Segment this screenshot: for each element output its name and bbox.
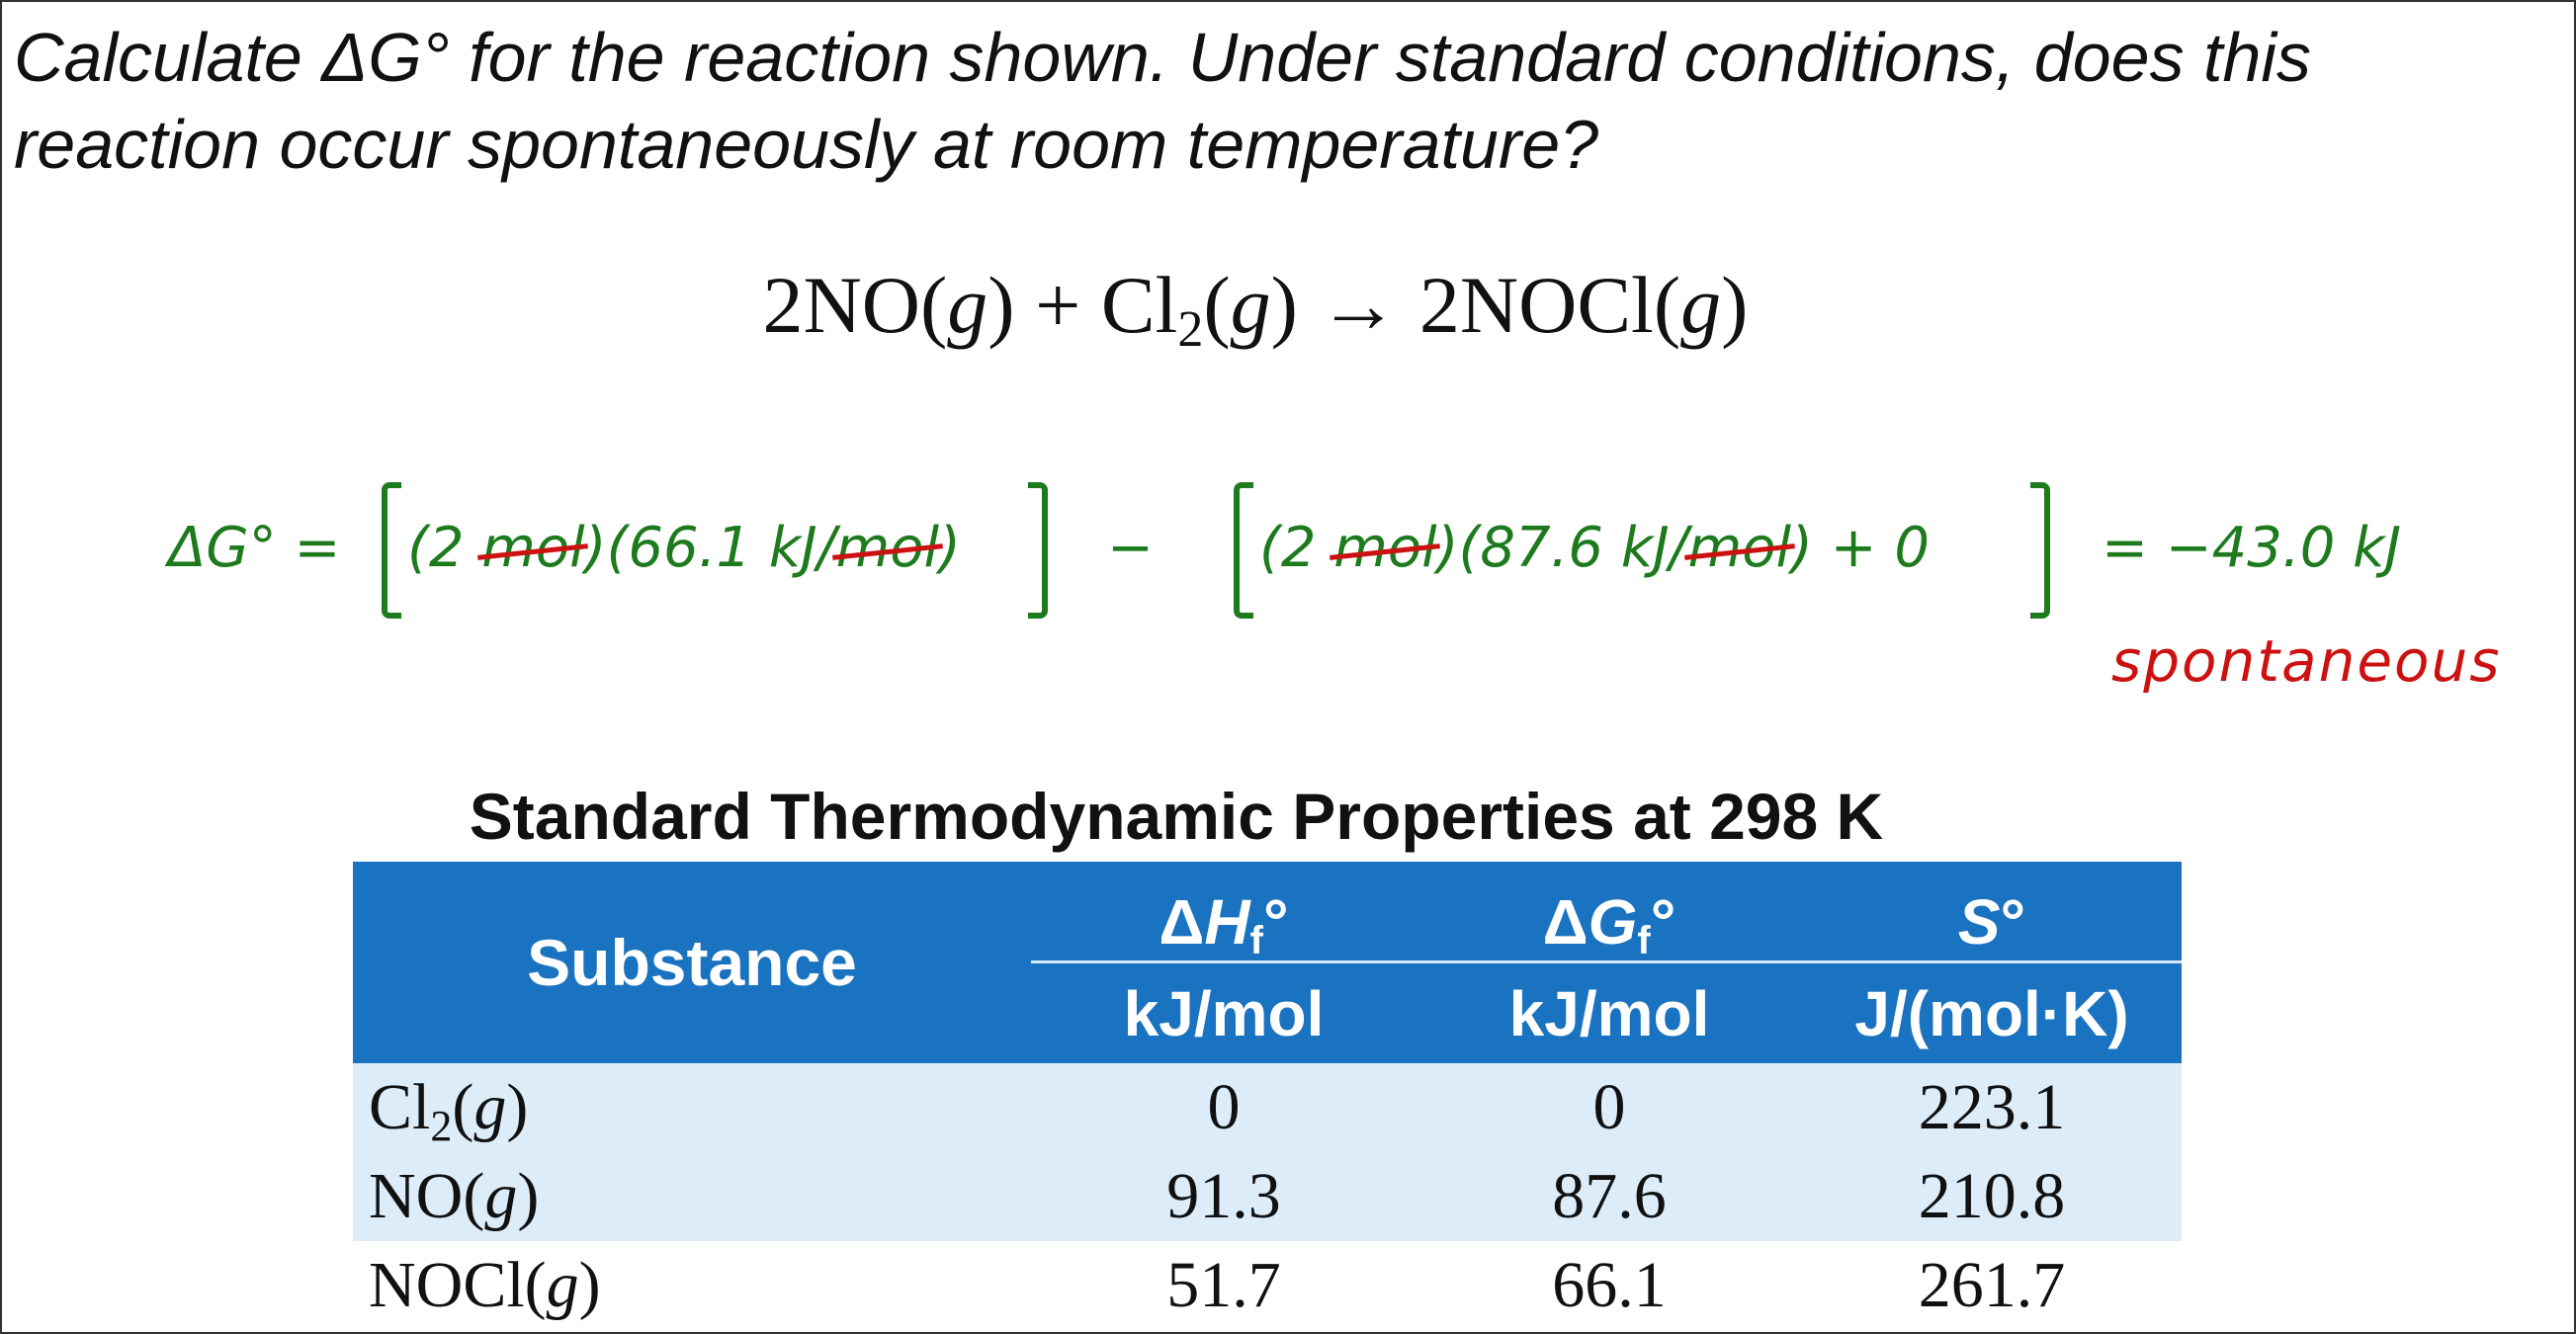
table-row: NOCl(g) 51.7 66.1 261.7 xyxy=(353,1241,2182,1330)
question-line-1: Calculate ΔG° for the reaction shown. Un… xyxy=(14,19,2311,96)
bracket-open-1 xyxy=(382,482,401,619)
table-header: Substance ΔHf° kJ/mol ΔGf° kJ/mol S° J/(… xyxy=(353,862,2182,1063)
cell-enthalpy: 0 xyxy=(1207,1071,1241,1143)
calc-term-1: (2 mol)(66.1 kJ/mol) xyxy=(407,516,961,580)
cell-substance: NO(g) xyxy=(369,1160,540,1232)
calc-term-2: (2 mol)(87.6 kJ/mol) + 0 xyxy=(1259,516,1931,580)
handwritten-calculation: ΔG° = (2 mol)(66.1 kJ/mol) − (2 mol)(87.… xyxy=(168,482,2560,630)
table-title: Standard Thermodynamic Properties at 298… xyxy=(469,780,1884,853)
header-entropy-symbol: S° xyxy=(1957,886,2026,958)
calc-lhs: ΔG° = xyxy=(168,516,341,580)
table-row: Cl2(g) 0 0 223.1 xyxy=(353,1063,2182,1152)
conclusion-spontaneous: spontaneous xyxy=(2111,627,2502,695)
cell-substance: NOCl(g) xyxy=(369,1249,601,1321)
question-line-2: reaction occur spontaneously at room tem… xyxy=(14,106,1599,183)
cell-gibbs: 66.1 xyxy=(1552,1249,1667,1321)
header-divider xyxy=(1031,960,2182,963)
cell-enthalpy: 91.3 xyxy=(1166,1160,1281,1232)
table-row: NO(g) 91.3 87.6 210.8 xyxy=(353,1152,2182,1241)
header-gibbs-unit: kJ/mol xyxy=(1508,978,1710,1049)
bracket-open-2 xyxy=(1234,482,1253,619)
header-substance: Substance xyxy=(527,926,857,999)
cell-enthalpy: 51.7 xyxy=(1166,1249,1281,1321)
header-enthalpy-symbol: ΔHf° xyxy=(1159,886,1289,962)
question-text: Calculate ΔG° for the reaction shown. Un… xyxy=(14,14,2544,188)
thermo-table: Substance ΔHf° kJ/mol ΔGf° kJ/mol S° J/(… xyxy=(353,862,2182,1330)
cell-entropy: 261.7 xyxy=(1918,1249,2066,1321)
header-enthalpy-unit: kJ/mol xyxy=(1123,978,1325,1049)
cell-entropy: 223.1 xyxy=(1918,1071,2066,1143)
bracket-close-1 xyxy=(1028,482,1048,619)
calc-minus: − xyxy=(1107,516,1154,580)
cell-gibbs: 0 xyxy=(1592,1071,1626,1143)
calc-result: = −43.0 kJ xyxy=(2102,516,2402,580)
cell-gibbs: 87.6 xyxy=(1552,1160,1667,1232)
header-gibbs-symbol: ΔGf° xyxy=(1542,886,1676,962)
bracket-close-2 xyxy=(2030,482,2050,619)
header-entropy-unit: J/(mol·K) xyxy=(1854,978,2129,1049)
cell-entropy: 210.8 xyxy=(1918,1160,2066,1232)
reaction-equation: 2NO(g) + Cl2(g) → 2NOCl(g) xyxy=(762,260,1749,358)
cell-substance: Cl2(g) xyxy=(369,1071,529,1150)
